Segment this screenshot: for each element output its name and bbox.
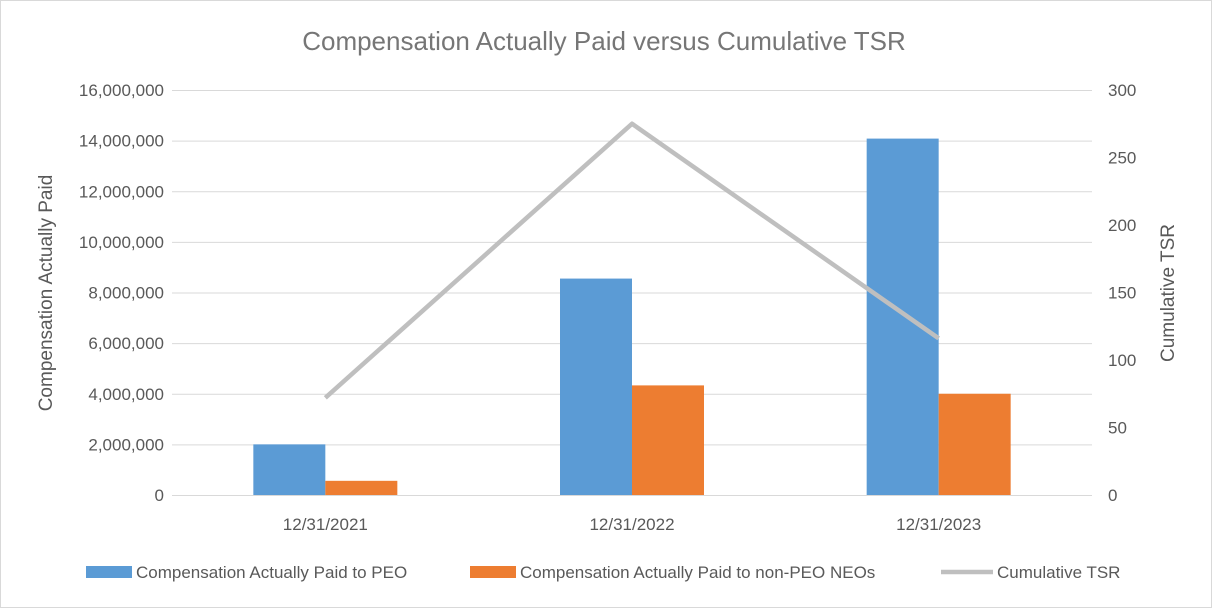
bar-peo <box>253 444 326 495</box>
x-tick-label: 12/31/2022 <box>589 515 674 534</box>
right-tick-label: 100 <box>1108 351 1136 370</box>
left-tick-label: 6,000,000 <box>88 334 164 353</box>
x-tick-label: 12/31/2023 <box>896 515 981 534</box>
left-tick-label: 10,000,000 <box>79 233 164 252</box>
left-axis-ticks: 0 2,000,000 4,000,000 6,000,000 8,000,000 10,… <box>79 81 164 505</box>
left-tick-label: 8,000,000 <box>88 284 164 303</box>
legend-label: Compensation Actually Paid to PEO <box>136 563 407 582</box>
right-tick-label: 250 <box>1108 149 1136 168</box>
legend-swatch-non-peo-neos <box>470 566 516 578</box>
bar-non-peo-neos <box>938 393 1011 495</box>
right-tick-label: 50 <box>1108 419 1127 438</box>
left-tick-label: 0 <box>155 486 164 505</box>
right-tick-label: 300 <box>1108 81 1136 100</box>
legend-label: Compensation Actually Paid to non-PEO NE… <box>520 563 875 582</box>
bar-non-peo-neos <box>632 385 704 495</box>
left-tick-label: 16,000,000 <box>79 81 164 100</box>
x-tick-label: 12/31/2021 <box>283 515 368 534</box>
legend: Compensation Actually Paid to PEO Compens… <box>86 563 1120 582</box>
right-tick-label: 0 <box>1108 486 1117 505</box>
x-axis-ticks: 12/31/2021 12/31/2022 12/31/2023 <box>283 515 981 534</box>
chart-title: Compensation Actually Paid versus Cumula… <box>302 26 906 56</box>
left-tick-label: 12,000,000 <box>79 182 164 201</box>
bar-peo <box>866 138 939 495</box>
bar-non-peo-neos <box>325 480 398 495</box>
left-tick-label: 2,000,000 <box>88 435 164 454</box>
tsr-line <box>323 121 940 400</box>
right-tick-label: 200 <box>1108 216 1136 235</box>
legend-label: Cumulative TSR <box>997 563 1120 582</box>
right-tick-label: 150 <box>1108 284 1136 303</box>
legend-swatch-peo <box>86 566 132 578</box>
right-axis-ticks: 0 50 100 150 200 250 300 <box>1108 81 1136 505</box>
bar-peo <box>560 278 632 495</box>
left-axis-label: Compensation Actually Paid <box>36 175 57 412</box>
bars <box>253 138 1011 495</box>
tsr-line-series <box>323 121 940 400</box>
left-tick-label: 4,000,000 <box>88 385 164 404</box>
left-tick-label: 14,000,000 <box>79 132 164 151</box>
right-axis-label: Cumulative TSR <box>1158 224 1179 362</box>
